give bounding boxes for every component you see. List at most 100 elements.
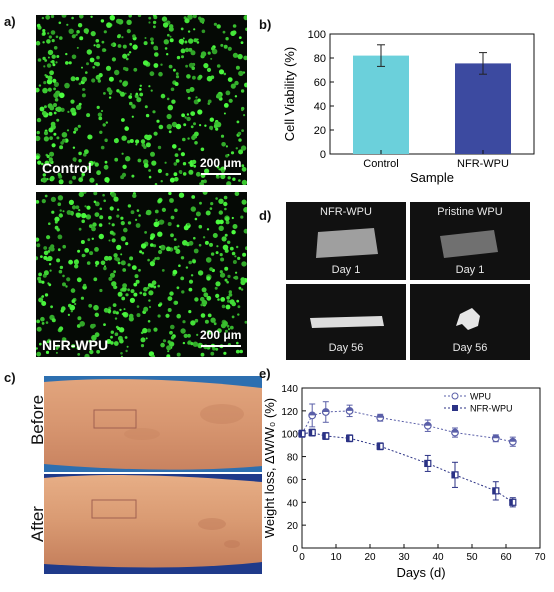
cell-dot: [188, 260, 192, 265]
cell-dot: [194, 318, 199, 323]
tile-day: Day 1: [331, 264, 361, 276]
micrograph-label: NFR-WPU: [42, 337, 109, 353]
cell-dot: [47, 32, 50, 35]
cell-dot: [114, 157, 119, 162]
cell-dot: [93, 161, 96, 164]
cell-dot: [122, 164, 127, 169]
cell-dot: [37, 58, 42, 62]
cell-dot: [138, 268, 141, 272]
cell-dot: [135, 223, 141, 228]
cell-dot: [102, 123, 106, 127]
cell-dot: [176, 313, 181, 319]
cell-dot: [232, 177, 236, 181]
cell-dot: [89, 251, 94, 256]
cell-dot: [76, 346, 80, 350]
cell-dot: [44, 194, 48, 198]
cell-dot: [50, 15, 55, 19]
cell-dot: [128, 51, 132, 54]
cell-dot: [225, 37, 229, 41]
cell-dot: [122, 268, 127, 272]
cell-dot: [42, 87, 48, 94]
cell-dot: [59, 209, 62, 212]
cell-dot: [91, 226, 96, 232]
y-tick-label: 60: [287, 475, 299, 486]
cell-dot: [82, 88, 86, 91]
cell-dot: [129, 297, 135, 303]
tile-day: Day 56: [328, 342, 364, 354]
cell-dot: [90, 31, 96, 37]
cell-dot: [173, 162, 178, 166]
cell-dot: [160, 244, 166, 251]
cell-dot: [71, 54, 77, 60]
cell-dot: [41, 280, 45, 284]
cell-dot: [166, 53, 169, 56]
cell-dot: [105, 121, 109, 124]
cell-dot: [178, 264, 181, 267]
cell-dot: [118, 90, 122, 94]
cell-dot: [113, 196, 119, 202]
skin-test-photo: Before After: [22, 374, 262, 576]
cell-dot: [239, 349, 243, 354]
cell-dot: [58, 269, 63, 274]
cell-dot: [217, 328, 222, 334]
cell-dot: [115, 311, 119, 315]
cell-dot: [231, 216, 234, 220]
cell-dot: [148, 175, 152, 179]
cell-dot: [200, 352, 205, 357]
cell-dot: [88, 303, 93, 308]
cell-dot: [120, 253, 123, 256]
cell-dot: [132, 34, 136, 38]
cell-dot: [83, 283, 87, 287]
cell-dot: [147, 134, 152, 139]
cell-dot: [188, 169, 194, 175]
cell-dot: [78, 209, 81, 212]
cell-dot: [59, 145, 64, 150]
cell-dot: [182, 172, 187, 176]
cell-dot: [149, 71, 155, 77]
cell-dot: [161, 16, 168, 22]
cell-dot: [182, 341, 186, 345]
micrograph-label: Control: [42, 160, 92, 176]
cell-dot: [164, 161, 167, 164]
cell-dot: [215, 197, 218, 200]
y-tick-label: 80: [314, 53, 326, 65]
cell-dot: [169, 24, 174, 29]
cell-dot: [89, 177, 95, 183]
cell-dot: [101, 40, 105, 44]
legend-marker: [452, 405, 458, 411]
cell-dot: [126, 19, 132, 25]
cell-dot: [196, 333, 199, 336]
cell-dot: [56, 136, 60, 140]
cell-dot: [148, 290, 154, 296]
x-tick-label: 40: [432, 552, 444, 563]
cell-dot: [110, 330, 115, 334]
cell-dot: [174, 177, 179, 182]
cell-dot: [41, 110, 47, 116]
cell-dot: [123, 227, 128, 233]
cell-dot: [120, 221, 125, 226]
cell-dot: [154, 209, 159, 214]
cell-dot: [131, 115, 134, 118]
cell-dot: [116, 244, 122, 250]
cell-dot: [50, 121, 56, 127]
cell-dot: [204, 240, 209, 245]
cell-dot: [230, 83, 236, 89]
cell-dot: [95, 264, 98, 267]
cell-dot: [59, 36, 63, 40]
cell-dot: [206, 67, 212, 72]
cell-dot: [114, 317, 118, 320]
cell-dot: [240, 89, 245, 93]
data-point-fill: [309, 429, 313, 436]
cell-dot: [138, 214, 141, 217]
cell-dot: [94, 162, 99, 167]
y-tick-label: 20: [287, 521, 299, 532]
cell-dot: [93, 44, 96, 47]
cell-dot: [111, 223, 115, 227]
cell-dot: [104, 255, 109, 261]
cell-dot: [171, 121, 177, 127]
cell-dot: [187, 341, 191, 345]
cell-dot: [229, 246, 234, 251]
cell-dot: [220, 257, 225, 262]
cell-dot: [172, 144, 177, 149]
cell-dot: [240, 277, 246, 282]
